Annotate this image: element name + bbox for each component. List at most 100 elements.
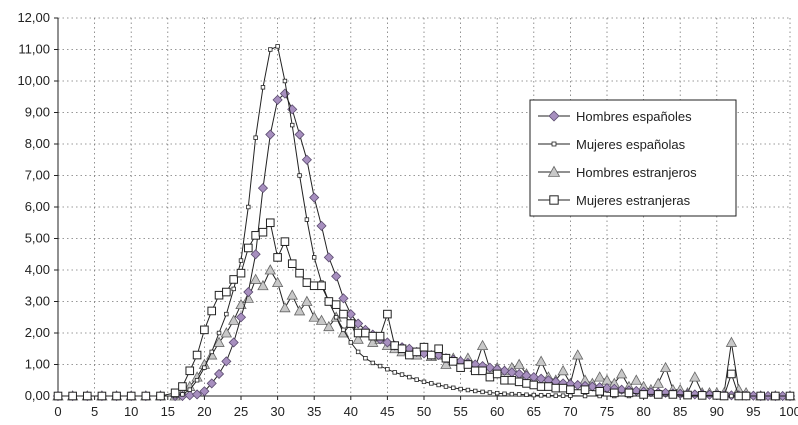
series-1-marker: [345, 309, 356, 320]
series-3-marker: [367, 336, 379, 347]
series-2-marker: [524, 392, 529, 397]
legend-item-2-marker: [551, 141, 557, 147]
series-4-marker: [346, 319, 356, 328]
series-4-marker: [229, 275, 238, 284]
series-2-marker: [348, 340, 353, 345]
series-4-marker: [156, 391, 165, 401]
series-1-marker: [499, 365, 510, 376]
series-4-marker: [551, 383, 561, 393]
series-4-marker: [375, 331, 385, 341]
y-tick-label: 8,00: [25, 136, 50, 151]
series-2-marker: [194, 378, 200, 383]
series-4-marker: [353, 328, 363, 338]
series-1-marker: [660, 387, 671, 398]
series-2-marker: [582, 393, 588, 399]
y-tick-label: 6,00: [25, 199, 50, 214]
series-1-marker: [206, 378, 217, 389]
series-4-marker: [514, 377, 524, 387]
series-line: [58, 45, 790, 397]
series-2-marker: [260, 85, 266, 90]
series-1-marker: [316, 220, 327, 231]
series-2-marker: [458, 386, 463, 392]
series-1-marker: [309, 192, 320, 203]
series-2-marker: [509, 391, 515, 397]
series-2-marker: [253, 135, 258, 140]
series-4-marker: [771, 391, 780, 401]
series-4-marker: [492, 369, 502, 379]
x-tick-label: 15: [161, 404, 175, 419]
series-4-marker: [785, 391, 795, 401]
x-tick-label: 55: [453, 404, 467, 419]
series-4-marker: [734, 391, 744, 401]
legend-box: [529, 99, 737, 217]
series-3-marker: [308, 311, 320, 322]
series-1-marker: [272, 94, 283, 105]
series-2-marker: [473, 388, 478, 394]
series-4-marker: [126, 391, 136, 401]
series-2-marker: [268, 47, 273, 52]
series-4-marker: [397, 344, 407, 354]
series-4-marker: [727, 369, 736, 379]
series-4-marker: [639, 390, 648, 399]
series-3-marker: [271, 276, 284, 288]
series-4-marker: [668, 390, 678, 399]
legend-label: Mujeres españolas: [576, 137, 686, 152]
series-2-marker: [465, 387, 471, 393]
series-1-marker: [338, 293, 349, 304]
x-tick-label: 65: [527, 404, 541, 419]
series-2-marker: [238, 258, 244, 263]
legend-label: Hombres españoles: [576, 109, 692, 124]
series-3-marker: [535, 355, 547, 366]
series-2-marker: [341, 327, 346, 333]
series-2-marker: [224, 311, 229, 317]
series-4-marker: [434, 344, 443, 354]
legend-label: Mujeres estranjeras: [576, 193, 691, 208]
y-tick-label: 4,00: [25, 262, 50, 277]
series-3-marker: [220, 327, 233, 338]
series-3-marker: [235, 298, 247, 310]
series-4-marker: [141, 391, 151, 401]
series-4-marker: [82, 391, 92, 401]
series-4-marker: [558, 383, 568, 393]
series-4-marker: [390, 341, 400, 350]
series-1-marker: [587, 381, 598, 392]
series-2-marker: [392, 370, 397, 375]
series-2-marker: [429, 381, 434, 386]
series-4-marker: [383, 309, 392, 319]
x-tick-label: 90: [710, 404, 724, 419]
series-2-marker: [436, 382, 441, 388]
y-tick-label: 1,00: [25, 357, 50, 372]
series-4-marker: [324, 297, 334, 306]
series-1-marker: [301, 154, 312, 165]
series-2-marker: [480, 389, 485, 395]
series-3-marker: [476, 339, 489, 351]
series-4-marker: [412, 347, 421, 357]
series-2-marker: [516, 392, 522, 397]
series-2-marker: [297, 173, 302, 178]
y-tick-label: 11,00: [18, 42, 50, 57]
series-4-marker: [273, 253, 282, 262]
x-tick-label: 30: [270, 404, 284, 419]
series-3-marker: [301, 295, 313, 306]
series-3-marker: [213, 336, 225, 347]
series-4-marker: [339, 309, 348, 319]
series-2-marker: [202, 365, 207, 370]
y-tick-label: 10,00: [17, 73, 50, 88]
series-2-marker: [399, 372, 405, 377]
series-4-marker: [405, 350, 414, 360]
series-4-marker: [295, 268, 304, 278]
y-tick-label: 3,00: [25, 294, 50, 309]
series-4-marker: [529, 380, 539, 390]
series-4-marker: [522, 379, 531, 388]
series-2-marker: [414, 377, 419, 382]
series-3-marker: [652, 377, 664, 388]
series-2-marker: [451, 385, 456, 391]
series-3-marker: [557, 364, 569, 376]
series-4-marker: [595, 386, 604, 396]
series-3-marker: [293, 305, 306, 316]
series-2-marker: [180, 392, 185, 397]
x-tick-label: 70: [563, 404, 577, 419]
series-2-marker: [304, 217, 310, 222]
series-4-marker: [265, 218, 275, 228]
series-4-marker: [170, 388, 180, 398]
